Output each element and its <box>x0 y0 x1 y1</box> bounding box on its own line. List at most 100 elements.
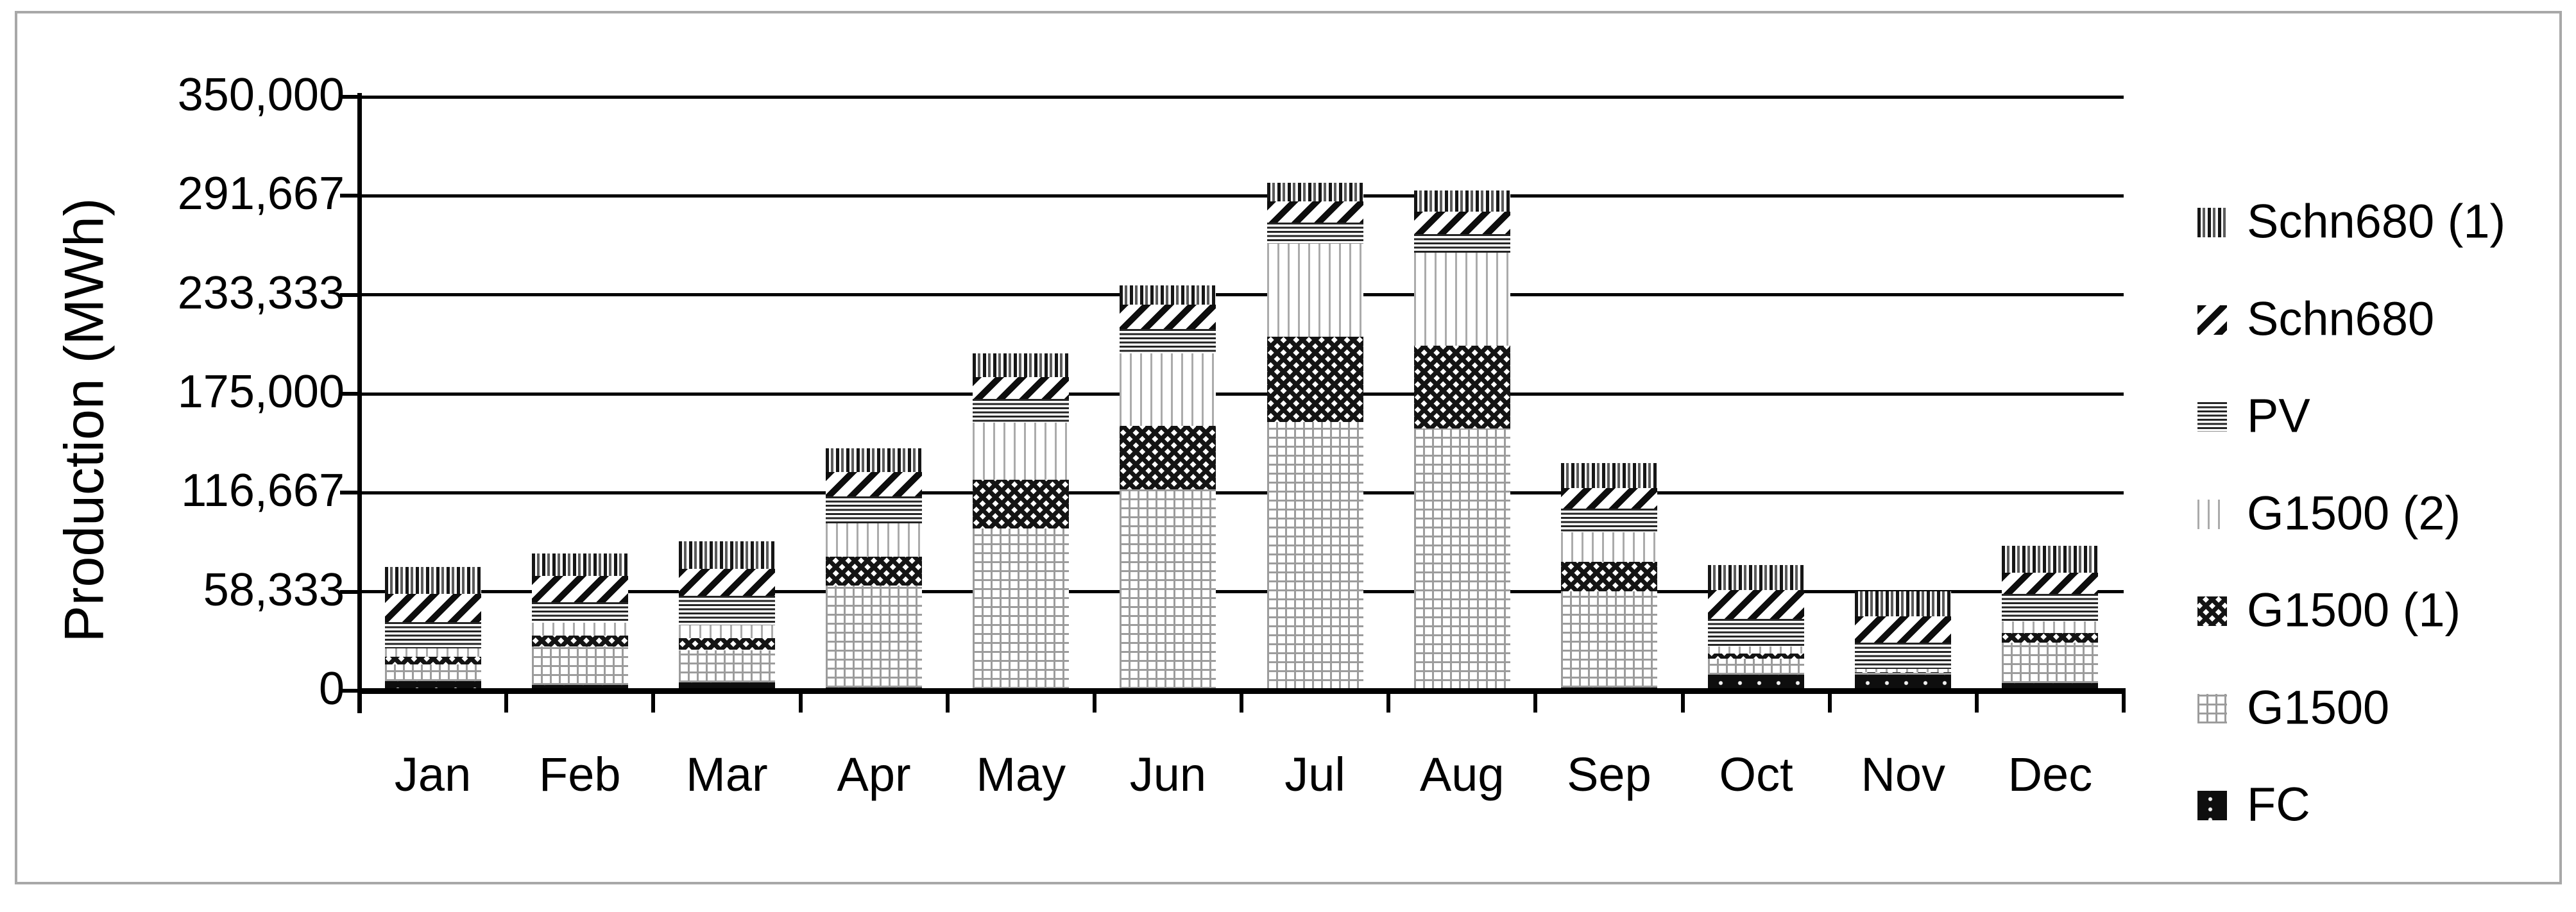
bar-segment-g1500_1-mar <box>678 638 775 650</box>
bar-segment-pv-nov <box>1855 642 1952 669</box>
x-axis-tick <box>1533 691 1538 713</box>
bar-segment-pv-jul <box>1267 222 1363 244</box>
bar-segment-g1500-mar <box>678 650 775 682</box>
y-tick-label: 116,667 <box>181 465 345 517</box>
y-axis-tick <box>340 589 359 594</box>
bar-segment-pv-jan <box>384 621 481 648</box>
x-tick-label: Apr <box>837 748 911 801</box>
x-tick-label: Sep <box>1567 748 1651 801</box>
bar-segment-g1500-oct <box>1708 658 1805 675</box>
bar-segment-schn680_1-mar <box>678 541 775 569</box>
x-tick-label: Mar <box>686 748 768 801</box>
bar-segment-schn680-feb <box>531 576 628 603</box>
bar-segment-fc-feb <box>531 684 628 691</box>
bar-segment-pv-aug <box>1413 234 1510 253</box>
gridline <box>359 95 2124 99</box>
bar-segment-schn680-sep <box>1560 487 1657 509</box>
bar-segment-g1500-aug <box>1413 428 1510 690</box>
bar-segment-schn680-aug <box>1413 211 1510 235</box>
bar-segment-g1500_2-apr <box>826 523 923 557</box>
bar-segment-schn680-may <box>973 376 1070 399</box>
y-tick-label: 58,333 <box>203 564 345 616</box>
legend-swatch-g1500_2 <box>2197 499 2227 529</box>
y-tick-label: 0 <box>318 663 345 715</box>
x-tick-label: Jul <box>1284 748 1345 801</box>
y-axis-title: Production (MWh) <box>53 198 115 643</box>
legend-label-pv: PV <box>2247 389 2310 443</box>
x-axis-tick <box>945 691 950 713</box>
gridline <box>359 491 2124 494</box>
x-tick-label: Dec <box>2008 748 2093 801</box>
y-axis-tick <box>340 392 359 396</box>
bar-segment-g1500_2-may <box>973 422 1070 480</box>
x-tick-label: Oct <box>1719 748 1793 801</box>
bar-segment-g1500-may <box>973 528 1070 689</box>
y-tick-label: 175,000 <box>177 366 345 418</box>
legend-label-fc: FC <box>2247 777 2310 831</box>
x-tick-label: Nov <box>1861 748 1946 801</box>
x-tick-label: Jan <box>394 748 472 801</box>
bar-segment-pv-jun <box>1120 329 1216 353</box>
bar-segment-schn680_1-dec <box>2002 545 2099 573</box>
x-axis-tick <box>2122 691 2126 713</box>
bar-segment-fc-dec <box>2002 683 2099 691</box>
legend-label-g1500_2: G1500 (2) <box>2247 486 2461 539</box>
y-tick-label: 350,000 <box>177 69 345 121</box>
legend-label-g1500: G1500 <box>2247 680 2390 734</box>
bar-segment-fc-nov <box>1855 674 1952 691</box>
bar-segment-g1500-jan <box>384 664 481 682</box>
bar-segment-pv-may <box>973 398 1070 423</box>
bar-segment-g1500_2-aug <box>1413 253 1510 346</box>
x-axis-tick <box>1386 691 1391 713</box>
bar-segment-schn680_1-feb <box>531 553 628 577</box>
bar-segment-schn680_1-may <box>973 353 1070 377</box>
legend-label-schn680_1: Schn680 (1) <box>2247 194 2506 248</box>
bar-segment-g1500-apr <box>826 585 923 688</box>
legend-label-g1500_1: G1500 (1) <box>2247 583 2461 637</box>
bar-segment-pv-feb <box>531 602 628 623</box>
gridline <box>359 194 2124 198</box>
bar-segment-schn680_1-jul <box>1267 182 1363 201</box>
bar-segment-schn680-dec <box>2002 573 2099 595</box>
bar-segment-schn680-mar <box>678 568 775 596</box>
gridline <box>359 293 2124 297</box>
bar-segment-g1500-dec <box>2002 642 2099 684</box>
gridline <box>359 392 2124 396</box>
bar-segment-g1500_2-oct <box>1708 646 1805 654</box>
bar-segment-g1500_2-sep <box>1560 532 1657 562</box>
x-axis-tick <box>357 691 361 713</box>
bar-segment-g1500-jun <box>1120 489 1216 689</box>
gridline <box>359 590 2124 594</box>
bar-segment-schn680-apr <box>826 471 923 497</box>
bar-segment-schn680_1-aug <box>1413 190 1510 212</box>
bar-segment-schn680-oct <box>1708 589 1805 619</box>
bar-segment-g1500_1-feb <box>531 636 628 647</box>
bar-segment-g1500-feb <box>531 646 628 685</box>
bar-segment-g1500_1-jan <box>384 657 481 664</box>
y-axis-tick <box>340 292 359 297</box>
x-axis-tick <box>798 691 803 713</box>
bar-segment-fc-oct <box>1708 674 1805 691</box>
x-axis-tick <box>1974 691 1979 713</box>
x-axis-tick <box>651 691 656 713</box>
bar-segment-schn680-jun <box>1120 305 1216 330</box>
bar-segment-g1500_1-apr <box>826 556 923 586</box>
bar-segment-g1500_2-dec <box>2002 621 2099 634</box>
bar-segment-g1500_2-nov <box>1855 668 1952 672</box>
bar-segment-g1500_2-jan <box>384 648 481 657</box>
bar-segment-g1500_1-jul <box>1267 337 1363 422</box>
bar-segment-g1500_1-oct <box>1708 653 1805 659</box>
bar-segment-pv-sep <box>1560 508 1657 532</box>
x-tick-label: Aug <box>1419 748 1505 801</box>
bar-segment-pv-apr <box>826 496 923 524</box>
x-axis-tick <box>1827 691 1832 713</box>
legend-label-schn680: Schn680 <box>2247 291 2435 345</box>
legend-swatch-g1500_1 <box>2197 596 2227 626</box>
y-axis-tick <box>340 194 359 198</box>
bar-segment-g1500_2-feb <box>531 623 628 636</box>
y-tick-label: 233,333 <box>177 267 345 319</box>
bar-segment-g1500_2-mar <box>678 625 775 638</box>
bar-segment-schn680_1-apr <box>826 448 923 472</box>
legend-swatch-fc <box>2197 791 2227 820</box>
bar-segment-g1500-sep <box>1560 591 1657 688</box>
